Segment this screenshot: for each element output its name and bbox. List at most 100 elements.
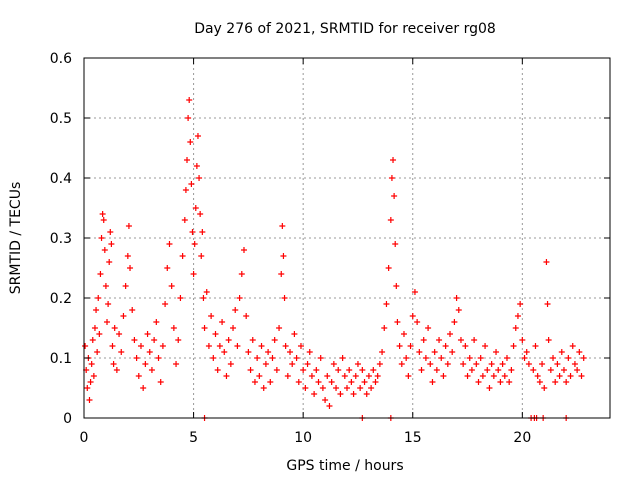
data-point [352,373,359,379]
data-point [411,289,418,295]
y-tick-label: 0.1 [50,351,72,367]
data-point [578,373,585,379]
data-point [260,385,267,391]
data-point [322,397,329,403]
data-point [82,343,89,349]
data-point [313,367,320,373]
data-point [407,343,414,349]
data-point [140,385,147,391]
data-point [108,241,115,247]
data-point [418,367,425,373]
data-point [96,331,103,337]
data-points [82,97,587,421]
data-point [315,379,322,385]
data-point [400,331,407,337]
data-point [462,343,469,349]
data-point [190,271,197,277]
data-point [98,235,105,241]
data-point [416,349,423,355]
data-point [113,367,120,373]
data-point [137,343,144,349]
data-point [457,337,464,343]
data-point [471,337,478,343]
data-point [523,349,530,355]
data-point [189,229,196,235]
data-point [479,373,486,379]
data-point [427,361,434,367]
data-point [361,379,368,385]
data-point [464,373,471,379]
data-point [155,355,162,361]
data-point [87,379,94,385]
data-point [111,325,118,331]
data-point [497,379,504,385]
data-point [109,343,116,349]
data-point [293,355,300,361]
data-point [571,361,578,367]
data-point [110,361,117,367]
data-point [477,355,484,361]
data-point [187,139,194,145]
data-point [517,301,524,307]
data-point [391,193,398,199]
data-point [102,283,109,289]
data-point [97,271,104,277]
data-point [106,259,113,265]
data-point [319,385,326,391]
data-point [324,373,331,379]
data-point [236,295,243,301]
data-point [392,241,399,247]
data-point [223,373,230,379]
data-point [455,307,462,313]
data-point [287,349,294,355]
data-point [374,373,381,379]
data-point [205,343,212,349]
data-point [381,325,388,331]
data-point [100,217,107,223]
data-point [552,379,559,385]
data-point [258,343,265,349]
data-point [495,367,502,373]
data-point [385,265,392,271]
data-point [330,361,337,367]
data-point [311,391,318,397]
x-tick-label: 15 [404,430,422,446]
data-point [135,373,142,379]
data-point [91,325,98,331]
data-point [179,253,186,259]
data-point [279,223,286,229]
data-point [547,367,554,373]
data-point [89,337,96,343]
data-point [519,337,526,343]
data-point [151,337,158,343]
data-point [308,373,315,379]
data-point [365,373,372,379]
data-point [162,301,169,307]
data-point [153,319,160,325]
data-point [271,337,278,343]
data-point [282,343,289,349]
data-point [482,343,489,349]
data-point [558,349,565,355]
y-tick-label: 0.2 [50,291,72,307]
data-point [390,157,397,163]
data-point [196,175,203,181]
data-point [449,349,456,355]
data-point [569,343,576,349]
data-point [184,157,191,163]
data-point [116,331,123,337]
data-point [567,373,574,379]
data-point [129,307,136,313]
data-point [203,289,210,295]
data-point [101,247,108,253]
data-point [556,373,563,379]
data-point [175,337,182,343]
data-point [118,349,125,355]
data-point [302,385,309,391]
data-point [245,349,252,355]
data-point [214,367,221,373]
data-point [409,313,416,319]
data-point [177,295,184,301]
data-point [354,361,361,367]
